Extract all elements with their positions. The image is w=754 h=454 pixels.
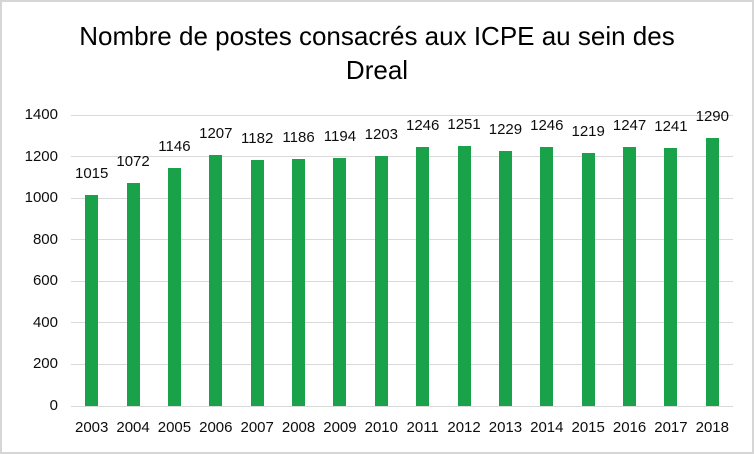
bar-value-label: 1015 — [75, 165, 109, 183]
x-axis-tick-label: 2003 — [75, 419, 109, 436]
x-axis-tick-label: 2004 — [116, 419, 150, 436]
bar-value-label: 1241 — [654, 118, 688, 136]
bar-value-label: 1247 — [612, 116, 647, 134]
bar-2006 — [209, 155, 223, 406]
x-axis-tick-label: 2013 — [488, 419, 523, 436]
bar-2011 — [416, 147, 430, 406]
gridline — [71, 239, 733, 241]
bar-2014 — [540, 147, 554, 406]
bar-2018 — [705, 137, 719, 406]
bar-value-label: 1219 — [571, 122, 605, 140]
bar-value-label: 1186 — [282, 129, 315, 147]
bar-2012 — [457, 145, 471, 406]
bar-2007 — [250, 160, 264, 406]
x-axis-tick-label: 2011 — [406, 419, 439, 436]
x-axis-tick-label: 2005 — [157, 419, 192, 436]
x-axis-tick-label: 2017 — [654, 419, 688, 436]
bar-value-label: 1290 — [695, 107, 729, 125]
bar-2008 — [292, 159, 306, 406]
gridline — [71, 280, 733, 282]
bar-2017 — [664, 148, 678, 406]
bar-value-label: 1251 — [447, 115, 481, 133]
x-axis-tick-label: 2016 — [612, 419, 647, 436]
gridline — [71, 197, 733, 199]
chart-title: Nombre de postes consacrés aux ICPE au s… — [2, 19, 752, 87]
chart-title-line2: Dreal — [345, 55, 409, 85]
y-axis-tick-label: 1400 — [24, 106, 58, 123]
bar-2005 — [167, 167, 181, 406]
bar-value-label: 1194 — [323, 127, 357, 145]
gridline — [71, 322, 733, 324]
bar-value-label: 1203 — [364, 125, 398, 143]
bar-2004 — [126, 183, 140, 406]
bar-2009 — [333, 157, 347, 406]
bar-value-label: 1207 — [199, 125, 233, 143]
y-axis-tick-label: 800 — [32, 230, 58, 248]
gridline — [71, 405, 733, 407]
gridline — [71, 363, 733, 365]
x-axis-tick-label: 2008 — [281, 419, 316, 436]
gridline — [71, 156, 733, 158]
x-axis-tick-label: 2010 — [364, 419, 398, 436]
bar-value-label: 1146 — [158, 137, 191, 155]
x-axis-tick-label: 2012 — [447, 419, 481, 436]
y-axis-tick-label: 0 — [49, 397, 58, 414]
x-axis-tick-label: 2014 — [530, 419, 564, 436]
y-axis-tick-label: 1200 — [24, 147, 58, 165]
y-axis-tick-label: 200 — [32, 355, 58, 373]
x-axis-tick-label: 2007 — [240, 419, 274, 436]
bar-value-label: 1246 — [406, 117, 440, 134]
y-axis-tick-label: 400 — [32, 313, 58, 331]
x-axis-tick-label: 2009 — [323, 419, 357, 436]
bar-value-label: 1072 — [116, 153, 150, 171]
bar-2013 — [498, 150, 512, 406]
x-axis-tick-label: 2015 — [571, 419, 605, 436]
bar-2015 — [581, 152, 595, 406]
bar-value-label: 1182 — [241, 130, 274, 148]
bar-value-label: 1229 — [488, 120, 523, 138]
y-axis-tick-label: 600 — [32, 272, 58, 290]
x-axis-tick-label: 2018 — [695, 419, 729, 436]
bar-2010 — [374, 155, 388, 406]
x-axis-tick-label: 2006 — [199, 419, 233, 436]
bar-2003 — [85, 195, 99, 406]
bar-value-label: 1246 — [530, 117, 564, 134]
gridline — [71, 114, 733, 116]
y-axis-tick-label: 1000 — [24, 189, 58, 207]
bar-2016 — [623, 146, 637, 406]
chart-title-line1: Nombre de postes consacrés aux ICPE au s… — [79, 21, 675, 51]
